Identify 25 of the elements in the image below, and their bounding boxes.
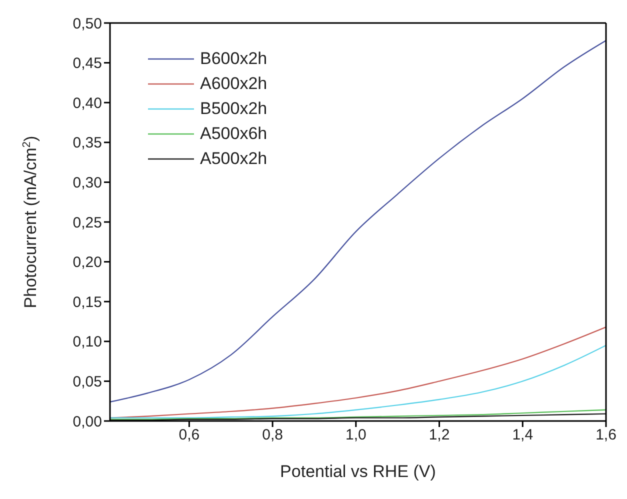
y-tick-label: 0,25	[72, 214, 102, 232]
y-tick-label: 0,50	[72, 15, 102, 32]
line-series	[110, 344, 606, 418]
x-tick-label: 1,4	[512, 426, 534, 444]
x-tick-label: 0,6	[178, 426, 200, 444]
y-tick-label: 0,40	[72, 94, 102, 112]
y-tick-label: 0,20	[72, 254, 102, 272]
legend-label: A500x6h	[200, 123, 268, 145]
y-tick-label: 0,00	[72, 413, 102, 430]
x-tick-label: 1,2	[428, 426, 450, 444]
legend-label: A500x2h	[200, 148, 268, 170]
y-tick-label: 0,15	[72, 294, 102, 311]
x-tick-label: 1,0	[345, 426, 366, 444]
line-series	[110, 40, 606, 402]
x-tick-label: 1,6	[596, 426, 616, 444]
y-tick-label: 0,05	[72, 374, 102, 391]
y-tick-label: 0,10	[72, 334, 102, 351]
legend-label: B500x2h	[200, 98, 268, 120]
y-tick-label: 0,35	[72, 134, 102, 152]
legend-label: A600x2h	[200, 73, 268, 95]
y-tick-label: 0,45	[72, 55, 102, 72]
legend-label: B600x2h	[200, 48, 268, 70]
x-axis-title: Potential vs RHE (V)	[280, 462, 436, 481]
y-tick-label: 0,30	[72, 174, 102, 192]
x-tick-label: 0,8	[262, 426, 283, 444]
